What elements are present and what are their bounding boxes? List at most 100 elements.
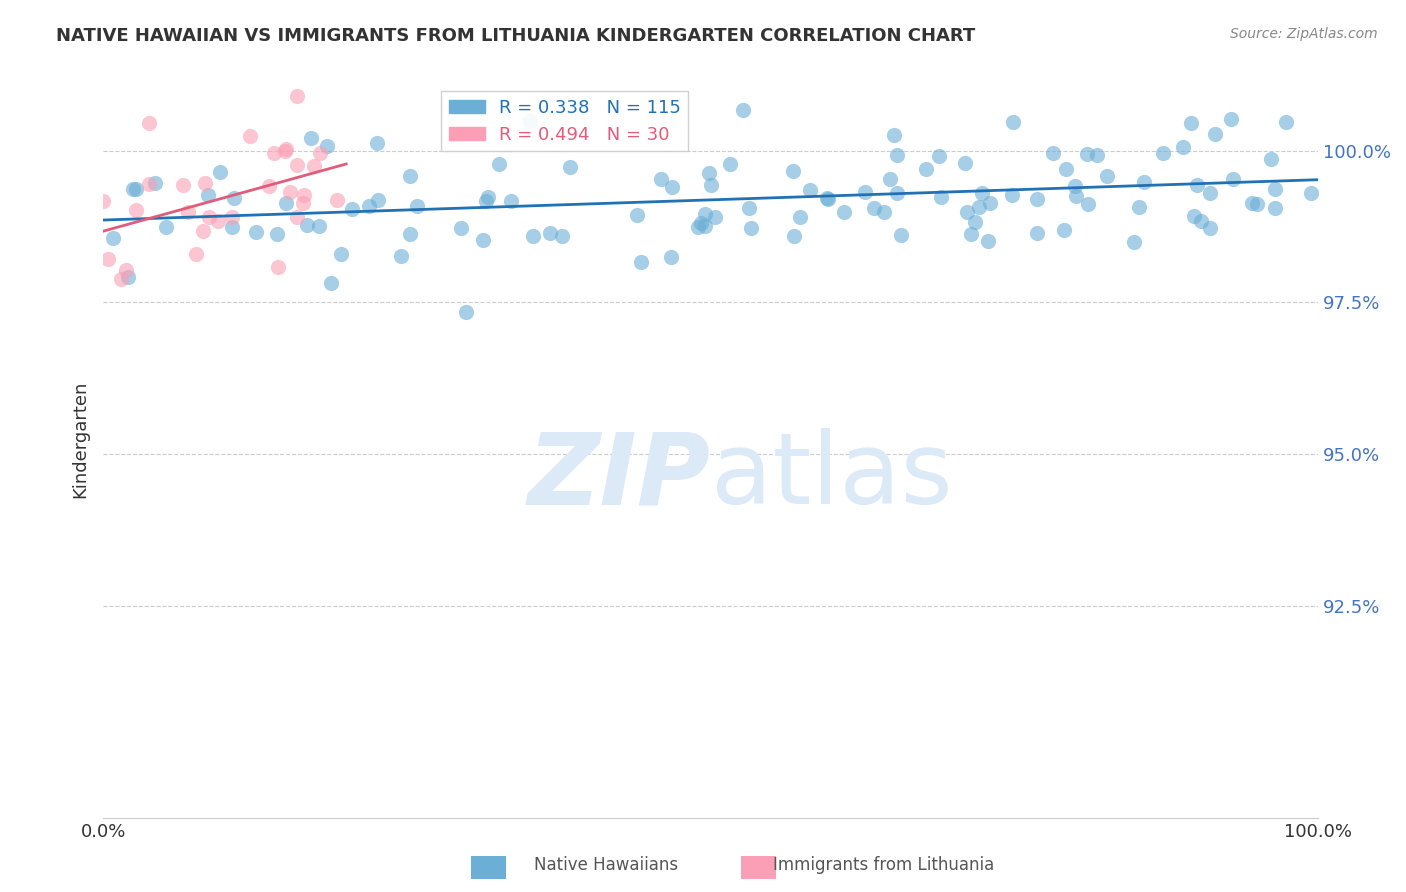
Point — [406, 199, 429, 213]
Point — [330, 247, 353, 261]
Point — [292, 188, 315, 202]
Text: Source: ZipAtlas.com: Source: ZipAtlas.com — [1230, 27, 1378, 41]
Point — [519, 114, 541, 128]
Point — [1198, 220, 1220, 235]
Point — [367, 194, 389, 208]
Point — [689, 217, 711, 231]
Point — [879, 172, 901, 186]
Point — [883, 128, 905, 142]
Point — [738, 202, 761, 216]
Point — [886, 186, 908, 201]
Point — [321, 276, 343, 290]
Point — [1128, 200, 1150, 214]
Point — [221, 211, 243, 225]
Point — [172, 178, 194, 193]
Point — [1219, 112, 1241, 126]
Point — [263, 145, 285, 160]
Point — [783, 228, 806, 243]
Point — [873, 205, 896, 219]
Point — [815, 191, 838, 205]
Point — [853, 185, 876, 199]
Point — [1180, 116, 1202, 130]
Point — [1053, 223, 1076, 237]
Point — [1152, 146, 1174, 161]
Point — [295, 218, 318, 232]
Point — [630, 254, 652, 268]
Point — [194, 176, 217, 190]
Point — [1026, 227, 1049, 241]
Point — [1064, 188, 1087, 202]
Point — [538, 226, 561, 240]
Point — [972, 186, 994, 200]
Point — [292, 196, 315, 211]
Point — [122, 182, 145, 196]
Point — [1123, 235, 1146, 249]
Point — [197, 187, 219, 202]
Point — [1042, 145, 1064, 160]
Point — [340, 202, 363, 216]
Point — [929, 190, 952, 204]
Point — [1054, 161, 1077, 176]
Point — [704, 211, 727, 225]
Point — [1199, 186, 1222, 200]
Point — [718, 156, 741, 170]
Point — [315, 139, 337, 153]
Point — [1264, 182, 1286, 196]
Point — [309, 146, 332, 161]
Point — [114, 263, 136, 277]
Point — [359, 199, 381, 213]
Point — [155, 220, 177, 235]
Point — [267, 260, 290, 274]
Point — [977, 234, 1000, 248]
Point — [221, 220, 243, 235]
Point — [1182, 210, 1205, 224]
Point — [832, 205, 855, 219]
Point — [302, 159, 325, 173]
Point — [1299, 186, 1322, 201]
Point — [207, 214, 229, 228]
Point — [143, 176, 166, 190]
Point — [257, 178, 280, 193]
Point — [103, 231, 125, 245]
Point — [979, 196, 1001, 211]
Point — [1087, 148, 1109, 162]
Point — [1026, 192, 1049, 206]
Point — [697, 166, 720, 180]
Point — [184, 247, 207, 261]
Point — [626, 208, 648, 222]
Point — [308, 219, 330, 233]
Point — [659, 250, 682, 264]
Point — [1063, 178, 1085, 193]
Point — [239, 128, 262, 143]
Point — [558, 160, 581, 174]
Text: Native Hawaiians: Native Hawaiians — [534, 856, 679, 874]
Point — [366, 136, 388, 150]
Point — [956, 205, 979, 219]
Point — [650, 172, 672, 186]
Point — [1260, 152, 1282, 166]
Point — [782, 164, 804, 178]
Point — [953, 156, 976, 170]
Text: atlas: atlas — [710, 428, 952, 525]
Legend: R = 0.338   N = 115, R = 0.494   N = 30: R = 0.338 N = 115, R = 0.494 N = 30 — [441, 91, 689, 151]
Point — [799, 183, 821, 197]
Point — [960, 227, 983, 241]
Point — [93, 194, 115, 208]
Point — [488, 157, 510, 171]
Point — [1095, 169, 1118, 184]
Point — [266, 227, 288, 242]
Point — [928, 149, 950, 163]
Point — [661, 180, 683, 194]
Point — [1264, 201, 1286, 215]
Point — [299, 131, 322, 145]
Point — [117, 269, 139, 284]
Point — [222, 191, 245, 205]
Point — [138, 116, 160, 130]
Point — [399, 227, 422, 241]
Point — [1076, 197, 1098, 211]
Point — [550, 228, 572, 243]
Point — [138, 178, 160, 192]
Point — [276, 142, 298, 156]
Point — [693, 207, 716, 221]
Point — [398, 169, 420, 184]
